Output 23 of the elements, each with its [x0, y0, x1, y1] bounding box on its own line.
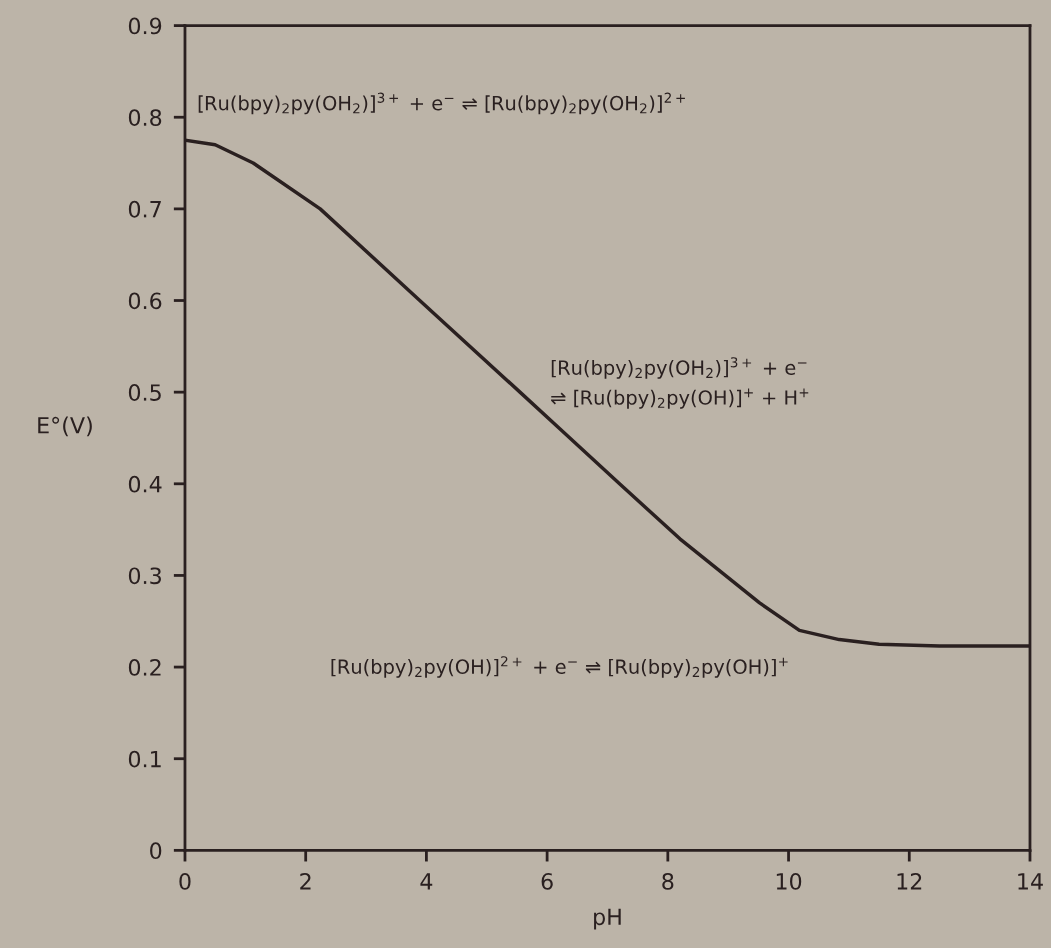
x-tick-label: 8 — [662, 872, 674, 890]
x-axis-title: pH — [594, 908, 621, 930]
y-tick-label: 0 — [150, 842, 162, 860]
y-tick-label: 0.5 — [128, 384, 161, 401]
y-tick-label: 0.4 — [128, 475, 162, 493]
y-tick-label: 0.9 — [128, 17, 162, 35]
text: [Ru(bpy)$_{2}$py(OH)]$^{2+}$ + e$^{−}$ ⇌ [Ru(bpy)$_{2}$py(OH)]$^{+}$ — [331, 656, 788, 678]
y-tick-label: 0.2 — [128, 659, 161, 676]
x-tick-label: 6 — [541, 872, 553, 890]
y-tick-label: 0.6 — [128, 292, 162, 310]
x-tick-label: 2 — [300, 872, 311, 890]
x-tick-label: 4 — [420, 873, 433, 890]
x-tick-label: 0 — [179, 872, 191, 890]
x-tick-label: 14 — [1018, 873, 1043, 890]
y-tick-label: 0.7 — [128, 200, 161, 218]
text: [Ru(bpy)$_{2}$py(OH$_{2}$)]$^{3+}$ + e$^{−}$ ⇌ [Ru(bpy)$_{2}$py(OH)]$^{+}$ + H$^{+}$ — [551, 357, 809, 409]
y-tick-label: 0.8 — [128, 109, 162, 126]
x-tick-label: 12 — [897, 872, 922, 890]
x-tick-label: 10 — [776, 872, 802, 890]
y-tick-label: 0.3 — [128, 567, 161, 585]
text: [Ru(bpy)$_{2}$py(OH$_{2}$)]$^{3+}$ + e$^{−}$ ⇌ [Ru(bpy)$_{2}$py(OH$_{2}$)]$^{2+}$ — [198, 92, 685, 115]
y-tick-label: 0.1 — [128, 750, 161, 768]
y-axis-title: E°(V) — [38, 416, 92, 437]
